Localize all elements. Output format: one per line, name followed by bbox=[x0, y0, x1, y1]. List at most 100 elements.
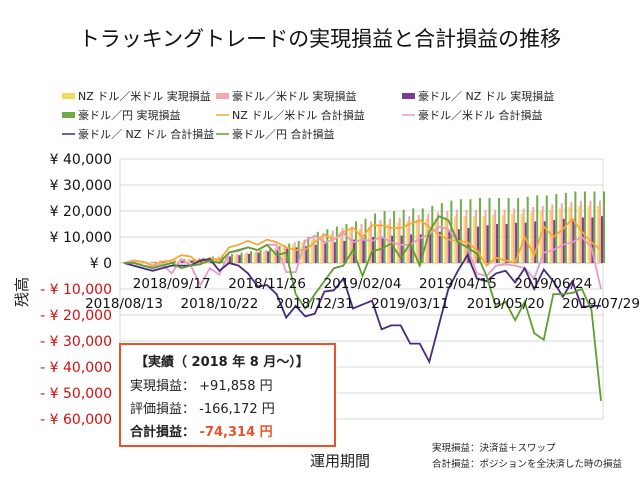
summary-heading: 【実績（ 2018 年 8 月～）】 bbox=[135, 355, 309, 370]
bar bbox=[190, 260, 193, 263]
bar bbox=[568, 207, 571, 263]
bar bbox=[139, 262, 142, 263]
bar bbox=[486, 225, 489, 263]
bar bbox=[448, 230, 451, 263]
bar bbox=[474, 209, 477, 263]
bar bbox=[400, 235, 403, 263]
bar bbox=[446, 211, 449, 263]
bar bbox=[305, 246, 308, 263]
bar bbox=[564, 192, 567, 263]
x-tick-label: 2019/05/20 bbox=[467, 296, 545, 312]
grid bbox=[119, 158, 604, 420]
bar bbox=[310, 239, 313, 263]
bar bbox=[402, 209, 405, 263]
bar bbox=[463, 216, 466, 263]
bar bbox=[350, 226, 353, 263]
y-tick-label: ¥ 40,000 bbox=[50, 152, 112, 168]
bar bbox=[269, 248, 272, 263]
bar bbox=[551, 204, 554, 263]
bar bbox=[293, 242, 296, 263]
bar bbox=[457, 229, 460, 263]
bar bbox=[601, 216, 603, 263]
bar bbox=[488, 198, 491, 263]
bar bbox=[553, 220, 556, 263]
bar bbox=[360, 224, 363, 263]
bar bbox=[455, 209, 458, 263]
y-tick-label: - ¥ 50,000 bbox=[40, 386, 112, 402]
bar bbox=[368, 226, 371, 263]
bar bbox=[391, 235, 394, 263]
bar bbox=[345, 224, 348, 263]
bar bbox=[515, 222, 518, 263]
bar bbox=[419, 234, 422, 263]
note-realized: 実現損益：決済益＋スワップ bbox=[432, 442, 556, 454]
bar bbox=[358, 229, 361, 263]
y-tick-label: - ¥ 30,000 bbox=[40, 334, 112, 350]
legend-swatch bbox=[402, 93, 415, 99]
bar bbox=[272, 250, 275, 263]
y-tick-label: - ¥ 20,000 bbox=[40, 308, 112, 324]
bar bbox=[562, 218, 565, 263]
bar bbox=[169, 260, 172, 263]
bar bbox=[236, 253, 239, 263]
bar bbox=[288, 243, 291, 263]
series-line bbox=[124, 215, 602, 401]
bar bbox=[238, 255, 241, 263]
bar bbox=[501, 214, 504, 263]
bar bbox=[597, 205, 599, 263]
bar bbox=[257, 252, 260, 263]
bar bbox=[326, 229, 329, 263]
bar bbox=[173, 260, 176, 263]
lines bbox=[123, 215, 602, 401]
total-label: 合計損益： bbox=[130, 425, 196, 440]
series-line bbox=[123, 253, 601, 365]
bar bbox=[387, 224, 390, 263]
bar bbox=[511, 213, 514, 263]
bar bbox=[440, 203, 443, 263]
bar bbox=[429, 233, 432, 263]
bar bbox=[228, 256, 231, 263]
x-tick-label: 2019/06/24 bbox=[514, 276, 592, 292]
legend-swatch bbox=[216, 93, 229, 99]
y-tick-label: - ¥ 10,000 bbox=[40, 282, 112, 298]
unrealized-label: 評価損益： bbox=[130, 402, 196, 417]
bar bbox=[295, 247, 298, 263]
bar bbox=[150, 261, 153, 263]
x-tick-label: 2019/02/04 bbox=[324, 276, 402, 292]
bar bbox=[507, 198, 510, 263]
bar bbox=[398, 217, 401, 263]
bar bbox=[177, 260, 180, 263]
series-line bbox=[123, 225, 602, 290]
bar bbox=[574, 191, 577, 263]
bar bbox=[560, 203, 563, 263]
bar bbox=[543, 221, 546, 263]
x-tick-label: 2018/12/31 bbox=[276, 296, 354, 312]
bar bbox=[522, 208, 525, 263]
bar bbox=[570, 201, 573, 263]
realized-label: 実現損益： bbox=[130, 379, 196, 394]
bar bbox=[362, 238, 365, 263]
bar bbox=[259, 250, 262, 263]
bar bbox=[583, 191, 586, 263]
unrealized-value: -166,172 円 bbox=[199, 402, 275, 417]
bar bbox=[393, 211, 396, 263]
bar bbox=[374, 213, 377, 263]
bar bbox=[434, 218, 437, 263]
y-axis-title: 残高 bbox=[13, 277, 31, 307]
bar bbox=[226, 255, 229, 263]
legend-label: 豪ドル／円 合計損益 bbox=[232, 127, 335, 141]
bar bbox=[599, 200, 601, 263]
x-axis-title: 運用期間 bbox=[310, 452, 370, 470]
bar bbox=[335, 226, 338, 263]
x-tick-label: 2019/03/11 bbox=[371, 296, 449, 312]
bar bbox=[505, 224, 508, 263]
bar bbox=[534, 221, 537, 263]
bar bbox=[248, 253, 251, 263]
bar bbox=[244, 253, 247, 263]
bar bbox=[181, 260, 184, 263]
bar bbox=[581, 217, 584, 263]
bar bbox=[549, 209, 552, 263]
x-tick-label: 2018/11/26 bbox=[228, 276, 306, 292]
bar bbox=[536, 195, 539, 263]
